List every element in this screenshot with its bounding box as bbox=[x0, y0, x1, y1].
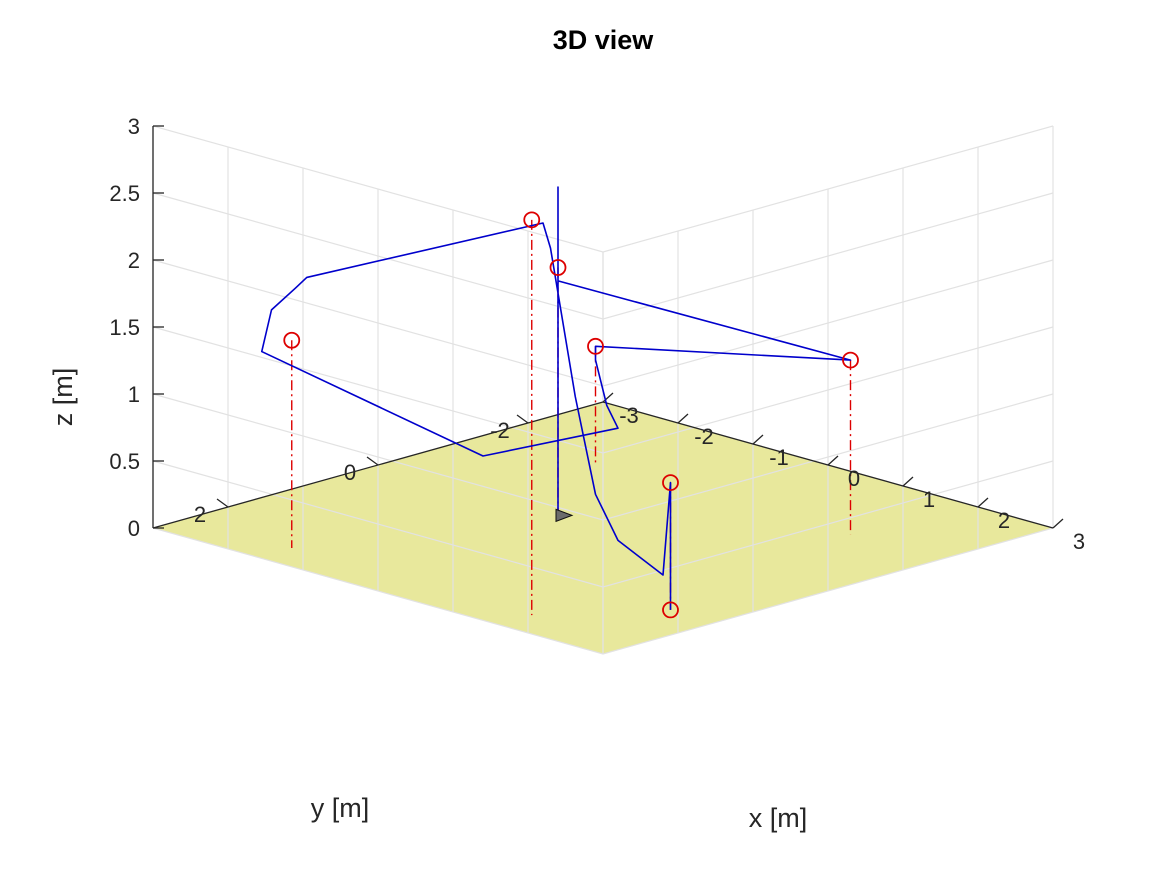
waypoint-marker bbox=[662, 474, 679, 492]
grid-lines bbox=[152, 125, 1054, 655]
start-marker-icon bbox=[555, 508, 574, 523]
x-tick-label: -1 bbox=[769, 445, 789, 470]
x-tick-label: 3 bbox=[1073, 529, 1085, 554]
grid-line-z bbox=[152, 125, 1054, 253]
x-tick bbox=[1052, 518, 1064, 529]
grid-line-z bbox=[152, 259, 1054, 387]
x-tick bbox=[602, 392, 614, 403]
x-axis-label: x [m] bbox=[749, 803, 808, 833]
x-tick bbox=[902, 476, 914, 487]
z-tick-label: 0.5 bbox=[109, 449, 140, 474]
x-tick bbox=[977, 497, 989, 508]
y-tick bbox=[216, 498, 229, 508]
waypoint-marker bbox=[842, 351, 859, 369]
waypoint-markers bbox=[283, 211, 859, 619]
x-tick bbox=[752, 434, 764, 445]
y-tick bbox=[516, 414, 529, 424]
y-tick-label: -2 bbox=[490, 418, 510, 443]
chart-title: 3D view bbox=[553, 25, 655, 55]
z-tick-label: 2 bbox=[128, 248, 140, 273]
trajectory-line bbox=[260, 186, 852, 610]
grid-line-z bbox=[152, 460, 1054, 588]
trajectory-series bbox=[260, 186, 852, 610]
x-tick bbox=[827, 455, 839, 466]
grid-line-z bbox=[152, 527, 1054, 655]
waypoint-marker bbox=[549, 259, 567, 276]
y-axis-label: y [m] bbox=[311, 793, 370, 823]
x-tick bbox=[677, 413, 689, 424]
grid-line-z bbox=[152, 326, 1054, 454]
axes bbox=[152, 125, 1064, 529]
x-tick-label: 0 bbox=[848, 466, 860, 491]
tick-labels: -3 -2 -1 0 1 2 3 -2 0 2 0 0.5 1 1.5 2 2.5 3 bbox=[109, 114, 1085, 554]
y-tick-label: 2 bbox=[194, 502, 206, 527]
x-tick-label: -2 bbox=[694, 424, 714, 449]
x-tick-label: 2 bbox=[998, 508, 1010, 533]
waypoint-marker bbox=[662, 601, 679, 619]
z-tick-label: 1 bbox=[128, 382, 140, 407]
grid-line-z bbox=[152, 192, 1054, 320]
z-axis-label: z [m] bbox=[48, 368, 78, 427]
z-tick-label: 0 bbox=[128, 516, 140, 541]
y-tick bbox=[366, 456, 379, 466]
waypoint-marker bbox=[587, 337, 604, 355]
waypoint-marker bbox=[523, 211, 541, 229]
x-tick-label: -3 bbox=[619, 403, 639, 428]
waypoint-marker bbox=[283, 331, 301, 349]
grid-line-z bbox=[152, 393, 1054, 521]
z-tick-label: 1.5 bbox=[109, 315, 140, 340]
y-tick-label: 0 bbox=[344, 460, 356, 485]
z-tick-label: 2.5 bbox=[109, 181, 140, 206]
z-tick-label: 3 bbox=[128, 114, 140, 139]
x-tick-label: 1 bbox=[923, 487, 935, 512]
